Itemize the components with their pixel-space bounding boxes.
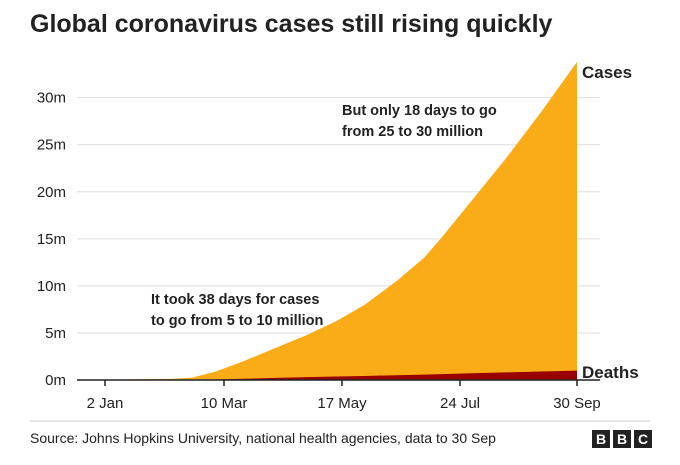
- y-tick-label: 20m: [37, 184, 66, 201]
- area-deaths: [77, 370, 577, 380]
- area-cases: [77, 61, 577, 380]
- annotation-early-line-1: It took 38 days for cases: [151, 292, 319, 308]
- annotation-late-line-2: from 25 to 30 million: [342, 124, 483, 140]
- y-tick-label: 25m: [37, 137, 66, 154]
- bbc-logo-block-1: [592, 430, 610, 448]
- plot-areas: [77, 61, 577, 380]
- bbc-logo-letter-3: C: [638, 431, 648, 447]
- annotation-late-line-1: But only 18 days to go: [342, 103, 497, 119]
- y-axis-ticks: 0m 5m 10m 15m 20m 25m 30m: [37, 90, 66, 389]
- annotation-early-line-2: to go from 5 to 10 million: [151, 313, 323, 329]
- y-tick-label: 0m: [45, 372, 66, 389]
- x-tick-label: 10 Mar: [201, 395, 248, 412]
- series-label-cases: Cases: [582, 63, 632, 82]
- y-tick-label: 10m: [37, 278, 66, 295]
- bbc-logo-block-3: [634, 430, 652, 448]
- source-note: Source: Johns Hopkins University, nation…: [30, 430, 496, 446]
- x-tick-label: 30 Sep: [553, 395, 601, 412]
- y-tick-label: 5m: [45, 325, 66, 342]
- bbc-logo-block-2: [613, 430, 631, 448]
- bbc-logo: B B C: [592, 430, 652, 448]
- x-tick-label: 17 May: [317, 395, 367, 412]
- x-tick-label: 2 Jan: [87, 395, 124, 412]
- y-tick-label: 15m: [37, 231, 66, 248]
- bbc-logo-letter-2: B: [617, 431, 627, 447]
- series-label-deaths: Deaths: [582, 363, 639, 382]
- chart-title: Global coronavirus cases still rising qu…: [30, 10, 553, 38]
- y-tick-label: 30m: [37, 90, 66, 107]
- bbc-logo-letter-1: B: [596, 431, 606, 447]
- x-tick-label: 24 Jul: [440, 395, 480, 412]
- x-axis: 2 Jan 10 Mar 17 May 24 Jul 30 Sep: [77, 379, 601, 412]
